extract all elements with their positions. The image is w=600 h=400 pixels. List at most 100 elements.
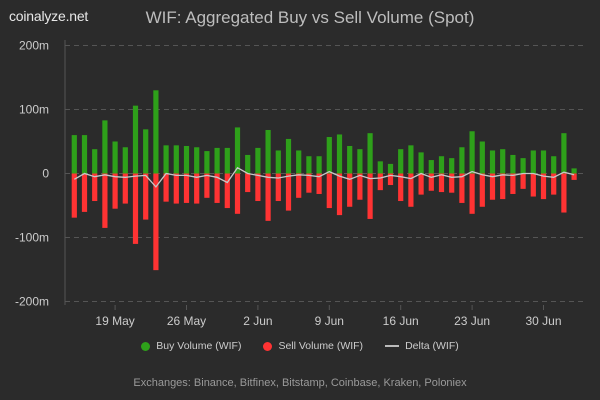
- buy-bar: [122, 147, 128, 174]
- sell-bar: [438, 173, 445, 193]
- sell-bar: [194, 173, 200, 204]
- sell-bar: [296, 173, 302, 198]
- buy-bar: [132, 105, 139, 174]
- legend-label-sell: Sell Volume (WIF): [278, 340, 364, 352]
- y-tick-label: -200m: [15, 295, 49, 309]
- buy-bar: [489, 150, 496, 174]
- sell-bar: [265, 173, 271, 221]
- buy-bar: [255, 147, 261, 174]
- sell-bar: [143, 173, 149, 220]
- coinalyze-logo[interactable]: coinalyze.net: [9, 8, 89, 24]
- legend-item-sell[interactable]: Sell Volume (WIF): [263, 340, 363, 352]
- buy-bar: [143, 129, 149, 174]
- buy-bar: [551, 156, 557, 174]
- buy-bar: [387, 163, 394, 174]
- sell-bar: [102, 173, 108, 228]
- buy-bar: [204, 151, 210, 174]
- y-tick-label: -100m: [15, 231, 49, 245]
- buy-bar: [449, 158, 455, 174]
- sell-bar: [163, 173, 169, 202]
- sell-bar: [306, 173, 312, 193]
- buy-bar: [296, 150, 302, 174]
- sell-dot-icon: [263, 341, 273, 351]
- sell-bar: [520, 173, 526, 189]
- legend: Buy Volume (WIF) Sell Volume (WIF) Delta…: [0, 340, 600, 352]
- buy-bar: [153, 90, 159, 174]
- sell-bar: [336, 173, 343, 216]
- sell-bar: [530, 173, 536, 197]
- x-tick-label: 30 Jun: [525, 314, 561, 328]
- delta-line-icon: [385, 345, 400, 347]
- buy-bar: [357, 149, 363, 174]
- buy-bar: [194, 147, 200, 174]
- sell-bar: [408, 173, 414, 207]
- buy-bar: [245, 154, 251, 174]
- sell-bar: [449, 173, 455, 193]
- x-tick-label: 19 May: [95, 314, 134, 328]
- sell-bar: [285, 173, 292, 211]
- buy-bar: [418, 152, 424, 174]
- sell-bar: [357, 173, 363, 200]
- x-tick-label: 23 Jun: [454, 314, 490, 328]
- buy-bar: [71, 135, 77, 174]
- chart-title: WIF: Aggregated Buy vs Sell Volume (Spot…: [145, 8, 475, 27]
- sell-bar: [224, 173, 230, 209]
- sell-bar: [571, 173, 577, 180]
- sell-bar: [122, 173, 128, 204]
- sell-bar: [459, 173, 465, 203]
- sell-bar: [479, 173, 485, 207]
- sell-bar: [316, 173, 322, 194]
- buy-bar: [316, 156, 322, 174]
- buy-bar: [367, 133, 373, 174]
- sell-bar: [173, 173, 179, 204]
- sell-bar: [551, 173, 557, 195]
- buy-bar: [520, 158, 526, 174]
- sell-bar: [418, 173, 424, 195]
- buy-bar: [183, 145, 190, 174]
- buy-bar: [326, 137, 332, 174]
- sell-bar: [540, 173, 547, 200]
- sell-bar: [500, 173, 506, 200]
- sell-bar: [92, 173, 98, 202]
- buy-bar: [561, 133, 567, 174]
- sell-bar: [245, 173, 251, 193]
- buy-bar: [459, 147, 465, 174]
- buy-bar: [275, 150, 281, 174]
- y-tick-label: 0: [42, 167, 49, 181]
- buy-bar: [81, 135, 88, 174]
- buy-bar: [377, 161, 383, 174]
- buy-dot-icon: [141, 341, 151, 351]
- sell-bar: [275, 173, 281, 202]
- buy-bar: [285, 138, 292, 174]
- sell-bar: [469, 173, 475, 214]
- legend-label-delta: Delta (WIF): [405, 340, 459, 352]
- sell-bar: [183, 173, 190, 203]
- buy-bar: [336, 134, 343, 174]
- legend-item-delta[interactable]: Delta (WIF): [385, 340, 459, 352]
- sell-bar: [255, 173, 261, 202]
- buy-bar: [214, 147, 220, 174]
- sell-bar: [112, 173, 118, 209]
- buy-bar: [530, 150, 536, 174]
- buy-bar: [408, 145, 414, 174]
- x-tick-label: 26 May: [167, 314, 206, 328]
- buy-bar: [306, 156, 312, 174]
- buy-bar: [224, 147, 230, 174]
- sell-bar: [234, 173, 241, 214]
- x-tick-label: 16 Jun: [383, 314, 419, 328]
- sell-bar: [326, 173, 332, 209]
- sell-bar: [71, 173, 77, 218]
- buy-bar: [163, 145, 169, 174]
- sell-bar: [132, 173, 139, 244]
- sell-bar: [81, 173, 88, 212]
- buy-bar: [469, 131, 475, 174]
- sell-bar: [428, 173, 434, 191]
- buy-bar: [102, 120, 108, 174]
- buy-bar: [398, 149, 404, 174]
- y-tick-label: 100m: [19, 103, 49, 117]
- delta-line: [73, 166, 575, 188]
- legend-item-buy[interactable]: Buy Volume (WIF): [141, 340, 241, 352]
- buy-bar: [265, 129, 271, 174]
- sell-bar: [347, 173, 353, 207]
